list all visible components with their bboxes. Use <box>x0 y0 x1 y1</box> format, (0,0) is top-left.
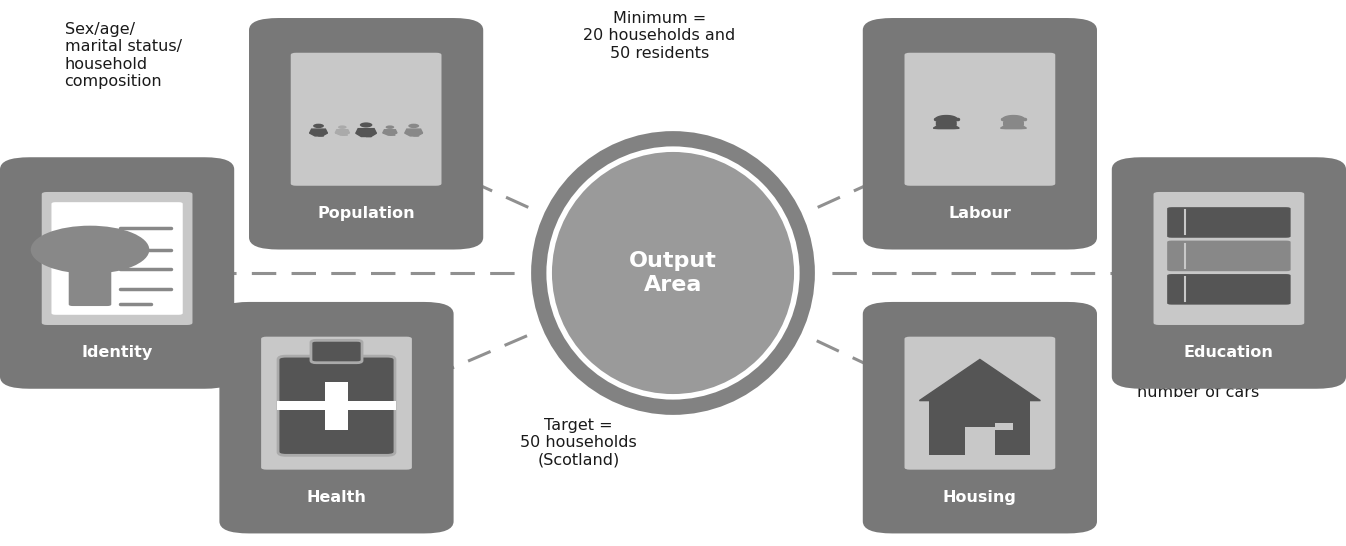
Circle shape <box>338 126 347 129</box>
Bar <box>965 426 995 455</box>
Polygon shape <box>1003 116 1024 120</box>
Polygon shape <box>310 133 324 136</box>
Text: Sex/age/
marital status/
household
composition: Sex/age/ marital status/ household compo… <box>65 22 182 89</box>
FancyBboxPatch shape <box>863 18 1097 250</box>
Polygon shape <box>342 133 350 135</box>
Polygon shape <box>335 133 347 135</box>
Polygon shape <box>355 129 377 133</box>
Text: Identity: Identity <box>82 346 152 360</box>
Circle shape <box>385 126 394 129</box>
Polygon shape <box>934 125 958 129</box>
FancyBboxPatch shape <box>69 261 112 306</box>
Polygon shape <box>319 133 327 136</box>
FancyBboxPatch shape <box>1003 121 1024 126</box>
Text: Labour: Labour <box>949 206 1011 221</box>
Polygon shape <box>355 133 371 136</box>
FancyBboxPatch shape <box>1112 157 1346 389</box>
FancyBboxPatch shape <box>51 202 183 315</box>
Text: Output
Area: Output Area <box>629 251 717 295</box>
Text: Target =
50 households
(Scotland): Target = 50 households (Scotland) <box>521 418 637 467</box>
FancyBboxPatch shape <box>279 356 394 455</box>
Ellipse shape <box>549 149 797 397</box>
Polygon shape <box>366 133 377 136</box>
Circle shape <box>359 122 373 127</box>
Polygon shape <box>382 133 396 135</box>
Circle shape <box>1008 119 1019 123</box>
Polygon shape <box>935 116 957 120</box>
Text: Population: Population <box>318 206 415 221</box>
Bar <box>930 401 1030 455</box>
FancyBboxPatch shape <box>1166 273 1292 306</box>
Polygon shape <box>390 133 397 135</box>
Circle shape <box>314 124 324 128</box>
FancyBboxPatch shape <box>0 157 234 389</box>
FancyBboxPatch shape <box>311 340 362 363</box>
FancyBboxPatch shape <box>219 302 454 533</box>
FancyBboxPatch shape <box>249 18 483 250</box>
Polygon shape <box>335 130 350 133</box>
FancyBboxPatch shape <box>42 192 192 325</box>
Bar <box>277 401 396 410</box>
FancyBboxPatch shape <box>1166 240 1292 272</box>
Polygon shape <box>405 133 419 136</box>
Text: Health: Health <box>307 490 366 505</box>
Polygon shape <box>919 359 1040 401</box>
FancyBboxPatch shape <box>863 302 1097 533</box>
Polygon shape <box>405 129 423 133</box>
Text: Education: Education <box>1184 346 1273 360</box>
Bar <box>995 423 1014 430</box>
FancyBboxPatch shape <box>935 121 957 126</box>
Text: Number of residents/
Ownership/property
type/central heating/
number of cars: Number of residents/ Ownership/property … <box>1137 333 1307 400</box>
Polygon shape <box>310 129 327 133</box>
Bar <box>326 382 347 430</box>
FancyBboxPatch shape <box>291 53 441 186</box>
Polygon shape <box>1001 125 1026 129</box>
FancyBboxPatch shape <box>1154 192 1304 325</box>
Text: Housing: Housing <box>944 490 1016 505</box>
FancyBboxPatch shape <box>905 337 1055 470</box>
Ellipse shape <box>528 128 818 418</box>
Polygon shape <box>382 130 397 133</box>
Circle shape <box>941 119 952 123</box>
FancyBboxPatch shape <box>261 337 412 470</box>
FancyBboxPatch shape <box>1166 206 1292 239</box>
Circle shape <box>31 225 149 274</box>
FancyBboxPatch shape <box>905 53 1055 186</box>
Circle shape <box>408 124 419 128</box>
Polygon shape <box>413 133 423 136</box>
Text: Minimum =
20 households and
50 residents: Minimum = 20 households and 50 residents <box>583 11 736 61</box>
